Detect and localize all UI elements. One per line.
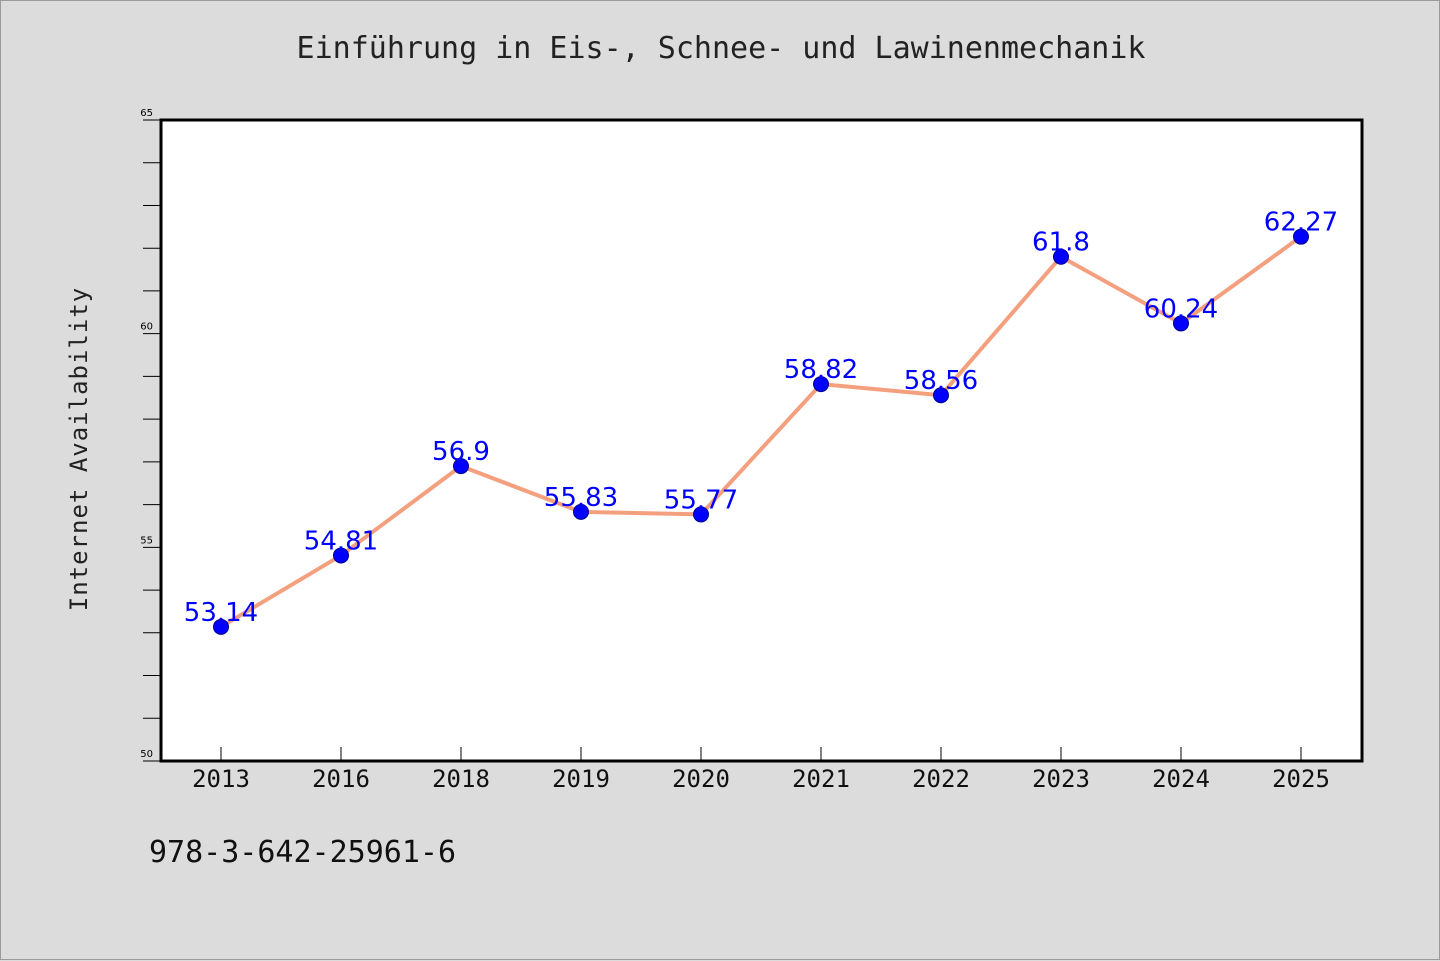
data-point [1053,248,1069,265]
y-tick-label: 50 [140,749,153,760]
data-point [333,547,349,564]
data-label: 54.81 [304,526,378,556]
data-label: 61.8 [1032,228,1090,258]
isbn-label: 978-3-642-25961-6 [149,835,457,870]
data-label: 53.14 [184,598,258,628]
x-tick-label: 2022 [912,765,970,793]
series-line [219,235,1303,629]
data-point [573,503,589,520]
data-point [213,618,229,635]
data-point [1293,228,1309,245]
data-point [813,376,829,393]
plot-area [159,118,1364,763]
x-tick-label: 2019 [552,765,610,793]
data-point [1173,315,1189,332]
data-label: 56.9 [432,437,490,467]
y-tick-label: 55 [140,535,153,546]
data-label: 55.77 [664,485,738,515]
x-tick-label: 2020 [672,765,730,793]
y-tick-label: 60 [140,322,153,333]
data-label: 58.56 [904,366,978,396]
data-point [933,387,949,404]
x-tick-label: 2024 [1152,765,1210,793]
x-tick-label: 2018 [432,765,490,793]
x-tick-label: 2016 [312,765,370,793]
data-point [453,458,469,475]
x-tick-label: 2023 [1032,765,1090,793]
data-label: 62.27 [1264,208,1338,238]
chart-title: Einführung in Eis-, Schnee- und Lawinenm… [296,31,1146,66]
x-tick-label: 2021 [792,765,850,793]
x-tick-label: 2025 [1272,765,1330,793]
data-point [693,506,709,523]
x-tick-label: 2013 [192,765,250,793]
data-label: 55.83 [544,483,618,513]
data-label: 60.24 [1144,294,1218,324]
y-tick-label: 65 [140,108,153,119]
data-label: 58.82 [784,355,858,385]
